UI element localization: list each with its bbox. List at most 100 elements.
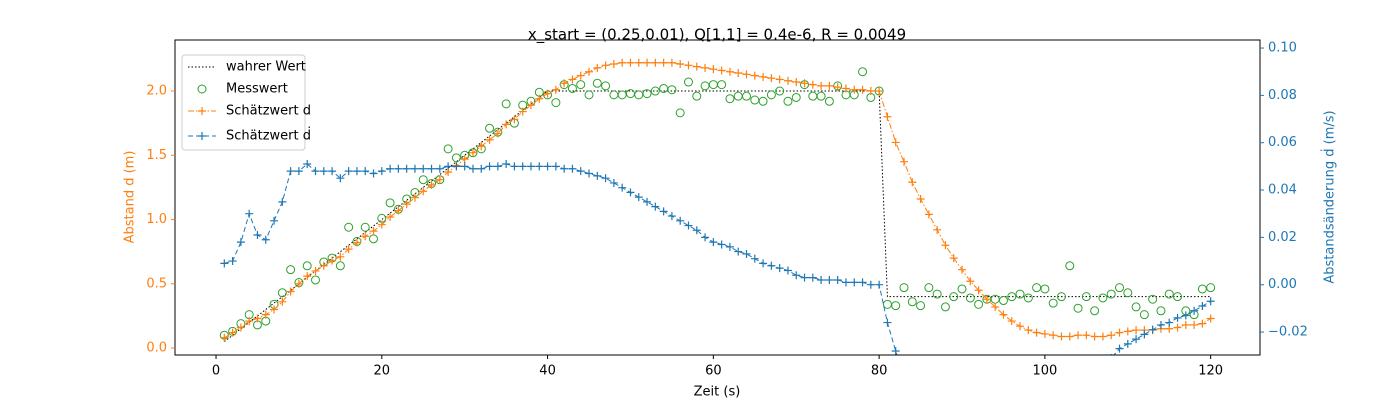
data-point <box>792 78 801 87</box>
data-point <box>1024 326 1033 335</box>
data-point <box>684 61 693 70</box>
y-tick-label: 0.5 <box>146 276 167 291</box>
y-tick-label: 1.0 <box>146 212 167 227</box>
legend-box <box>181 54 306 151</box>
data-point <box>708 80 718 90</box>
data-point <box>866 280 875 289</box>
data-point <box>253 314 262 323</box>
data-point <box>1048 298 1058 308</box>
axes-frame <box>174 39 1261 356</box>
data-point <box>493 129 502 138</box>
data-point <box>369 169 378 178</box>
data-point <box>452 162 461 171</box>
data-point <box>709 65 718 74</box>
data-point <box>245 317 254 326</box>
data-point <box>783 76 792 85</box>
data-point <box>1090 306 1100 316</box>
y2-tick-label: 0.00 <box>1268 277 1297 292</box>
data-point <box>369 234 379 244</box>
data-point <box>734 247 743 256</box>
data-point <box>858 278 867 287</box>
data-point <box>1115 344 1124 353</box>
data-point <box>1098 293 1108 303</box>
data-point <box>477 164 486 173</box>
data-point <box>1139 310 1149 320</box>
data-point <box>402 200 411 209</box>
data-point <box>858 85 867 94</box>
data-point <box>361 232 370 241</box>
data-point <box>386 212 395 221</box>
data-point <box>642 89 652 99</box>
data-point <box>567 83 577 93</box>
data-point <box>560 164 569 173</box>
plot-area <box>219 58 1216 398</box>
data-point <box>394 164 403 173</box>
data-point <box>402 164 411 173</box>
x-tick-label: 100 <box>1032 364 1057 379</box>
data-point <box>742 91 752 101</box>
y-axis-label: Abstand d (m) <box>123 151 138 244</box>
data-point <box>940 302 950 312</box>
data-point <box>220 333 229 342</box>
data-point <box>277 288 287 298</box>
data-point <box>659 58 668 67</box>
data-point <box>1140 330 1149 339</box>
data-point <box>360 222 370 232</box>
data-point <box>601 81 611 91</box>
data-point <box>841 84 850 93</box>
data-point <box>510 115 519 124</box>
data-point <box>808 273 817 282</box>
legend-label: Messwert <box>226 82 288 97</box>
data-point <box>560 79 569 88</box>
data-point <box>443 144 453 154</box>
data-point <box>800 79 809 88</box>
data-point <box>303 272 312 281</box>
data-point <box>618 183 627 192</box>
data-point <box>759 72 768 81</box>
data-point <box>1131 302 1141 312</box>
data-point <box>701 233 710 242</box>
data-point <box>958 265 967 274</box>
data-point <box>253 231 262 240</box>
data-point <box>451 153 461 163</box>
data-point <box>1040 284 1050 294</box>
data-point <box>294 167 303 176</box>
data-point <box>684 221 693 230</box>
data-point <box>667 85 677 95</box>
data-point <box>833 275 842 284</box>
data-point <box>468 148 477 157</box>
data-point <box>750 95 760 105</box>
data-point <box>1123 327 1132 336</box>
data-point <box>419 187 428 196</box>
data-point <box>302 261 312 271</box>
data-point <box>1206 314 1215 323</box>
data-point <box>1074 375 1082 383</box>
data-point <box>817 275 826 284</box>
data-point <box>369 227 378 236</box>
data-point <box>278 197 287 206</box>
data-point <box>733 91 743 101</box>
data-point <box>352 238 361 247</box>
data-point <box>352 167 361 176</box>
x-tick-label: 80 <box>871 364 888 379</box>
data-point <box>344 222 354 232</box>
data-point <box>328 256 337 265</box>
data-point <box>816 91 826 101</box>
data-point <box>1057 390 1065 398</box>
data-point <box>1015 289 1025 299</box>
data-point <box>377 220 386 229</box>
data-point <box>742 249 751 258</box>
legend-marker <box>197 84 207 94</box>
data-point <box>344 167 353 176</box>
legend-label: Schätzwert ḋ <box>226 127 311 144</box>
data-point <box>617 90 627 100</box>
data-point <box>336 174 345 183</box>
data-point <box>311 167 320 176</box>
data-point <box>991 302 1000 311</box>
data-point <box>634 193 643 202</box>
data-point <box>891 346 900 355</box>
data-point <box>335 261 345 271</box>
data-point <box>485 162 494 171</box>
data-point <box>435 175 444 184</box>
data-point <box>477 142 486 151</box>
